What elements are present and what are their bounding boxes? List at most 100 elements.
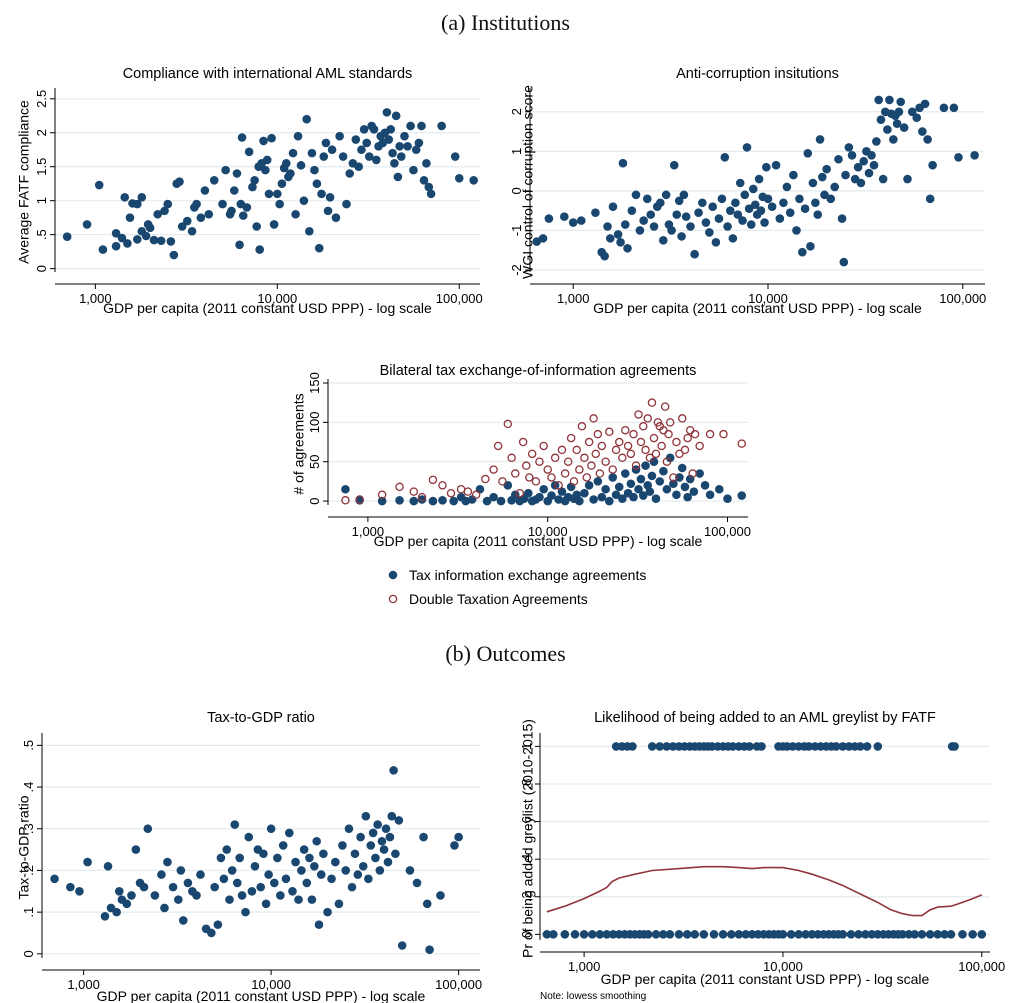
data-point [237, 891, 247, 900]
data-point [658, 930, 668, 939]
data-point [925, 194, 935, 204]
data-point [750, 200, 760, 210]
data-point [939, 103, 949, 113]
data-point [321, 138, 331, 148]
data-point [428, 496, 438, 506]
data-point [438, 481, 447, 490]
data-point [518, 437, 528, 447]
data-point [608, 465, 617, 474]
data-point [242, 203, 252, 212]
data-point [977, 930, 987, 939]
data-point [741, 930, 751, 939]
chart-p5: Likelihood of being added to an AML grey… [519, 710, 1005, 1002]
data-point [575, 465, 584, 474]
data-point [795, 194, 804, 204]
data-point [756, 206, 766, 215]
data-point [238, 211, 248, 220]
data-point [698, 198, 707, 208]
data-point [319, 152, 329, 161]
data-point [557, 487, 567, 496]
data-point [323, 206, 333, 216]
data-point [679, 190, 689, 200]
data-point [176, 866, 186, 875]
data-point [577, 422, 587, 431]
data-point [853, 162, 863, 172]
data-point [645, 487, 655, 496]
data-point [232, 169, 242, 178]
data-point [112, 907, 121, 917]
data-point [723, 222, 732, 231]
data-point [168, 882, 178, 892]
data-point [192, 891, 201, 900]
data-point [689, 487, 699, 496]
data-point [862, 742, 872, 751]
x-axis-label: GDP per capita (2011 constant USD PPP) -… [374, 533, 703, 549]
data-point [570, 930, 580, 939]
data-point [593, 477, 603, 486]
data-point [699, 930, 709, 939]
data-point [277, 179, 287, 188]
data-point [615, 437, 624, 447]
data-point [782, 182, 792, 192]
data-point [338, 152, 348, 161]
data-point [856, 178, 866, 188]
data-point [125, 213, 135, 222]
data-point [837, 214, 847, 223]
x-tick-label: 10,000 [528, 524, 568, 539]
data-point [653, 418, 663, 427]
data-point [925, 930, 935, 939]
data-point [946, 930, 956, 939]
data-point [705, 228, 714, 237]
data-point [94, 180, 104, 190]
data-point [569, 477, 579, 486]
chart-p4: Tax-to-GDP ratio 0 .1 .2 .3 .4 .5 1,000 10,000 10… [15, 710, 482, 1003]
data-point [747, 930, 757, 939]
data-point [425, 945, 434, 954]
data-point [481, 474, 490, 484]
data-point [345, 169, 355, 178]
data-point [587, 461, 596, 470]
data-point [579, 930, 589, 939]
data-point [417, 121, 426, 131]
data-point [694, 208, 703, 217]
data-point [216, 853, 226, 863]
data-point [449, 496, 458, 506]
data-point [114, 886, 124, 896]
data-point [166, 237, 176, 246]
data-point [807, 930, 817, 939]
data-point [605, 234, 615, 243]
data-point [163, 857, 172, 867]
data-point [595, 930, 605, 939]
data-point [923, 135, 932, 144]
data-point [183, 878, 193, 888]
data-point [628, 742, 637, 751]
data-point [411, 145, 421, 155]
data-point [347, 882, 357, 892]
data-point [668, 742, 678, 751]
data-point [178, 916, 188, 925]
y-tick-label: 150 [307, 372, 322, 394]
data-point [589, 414, 598, 423]
data-point [662, 742, 671, 751]
data-point [636, 437, 646, 447]
data-point [954, 152, 963, 162]
data-point [656, 198, 665, 208]
data-point [281, 874, 291, 884]
data-point [714, 214, 724, 223]
data-point [174, 895, 183, 904]
y-tick-label: 2.5 [34, 90, 49, 108]
data-point [357, 145, 366, 155]
data-point [600, 251, 609, 261]
data-point [605, 427, 614, 437]
data-point [854, 930, 863, 939]
data-point [381, 824, 391, 834]
data-point [384, 135, 394, 144]
data-point [655, 742, 665, 751]
data-point [111, 228, 121, 238]
data-point [390, 159, 399, 168]
data-point [801, 930, 810, 939]
data-point [647, 742, 657, 751]
data-point [568, 218, 578, 227]
data-point [846, 930, 856, 939]
data-point [386, 125, 396, 134]
